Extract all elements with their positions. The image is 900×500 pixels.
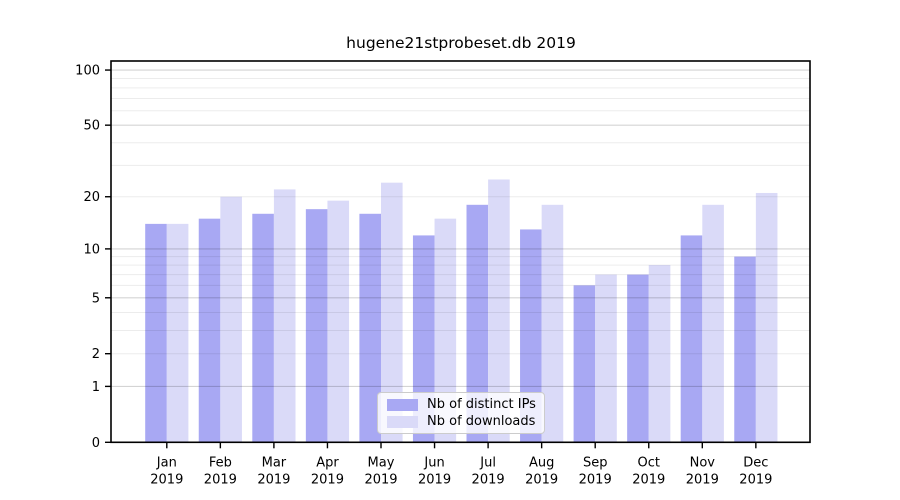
bar-downloads-sep bbox=[595, 274, 617, 443]
svg-text:Sep: Sep bbox=[583, 455, 608, 470]
svg-text:May: May bbox=[368, 455, 395, 470]
chart-title: hugene21stprobeset.db 2019 bbox=[346, 34, 576, 52]
svg-text:2019: 2019 bbox=[472, 472, 505, 487]
svg-text:2019: 2019 bbox=[525, 472, 558, 487]
bar-downloads-may bbox=[381, 182, 403, 443]
bar-downloads-mar bbox=[273, 189, 296, 443]
svg-text:Dec: Dec bbox=[743, 455, 768, 470]
svg-text:Oct: Oct bbox=[638, 455, 660, 470]
svg-text:10: 10 bbox=[83, 242, 100, 257]
bar-ips-sep bbox=[573, 285, 596, 443]
bar-downloads-oct bbox=[648, 265, 671, 443]
svg-text:0: 0 bbox=[92, 436, 100, 451]
svg-text:Jan: Jan bbox=[156, 455, 177, 470]
svg-text:2019: 2019 bbox=[686, 472, 719, 487]
bar-ips-jun bbox=[412, 235, 435, 443]
bar-ips-jul bbox=[466, 204, 489, 443]
svg-text:Apr: Apr bbox=[316, 455, 339, 470]
legend-item-downloads: Nb of downloads bbox=[387, 414, 536, 430]
svg-text:1: 1 bbox=[92, 380, 100, 395]
svg-text:50: 50 bbox=[83, 119, 100, 134]
legend-item-distinct-ips: Nb of distinct IPs bbox=[387, 397, 536, 413]
bar-downloads-dec bbox=[755, 192, 778, 443]
svg-text:2019: 2019 bbox=[632, 472, 665, 487]
bar-ips-mar bbox=[252, 213, 274, 443]
bar-ips-apr bbox=[305, 209, 328, 443]
legend: Nb of distinct IPs Nb of downloads bbox=[377, 392, 545, 434]
bar-downloads-nov bbox=[702, 204, 724, 443]
legend-swatch-downloads-icon bbox=[387, 415, 418, 428]
svg-text:Feb: Feb bbox=[209, 455, 232, 470]
svg-text:2019: 2019 bbox=[364, 472, 397, 487]
legend-label-downloads: Nb of downloads bbox=[427, 413, 536, 429]
svg-text:2019: 2019 bbox=[311, 472, 344, 487]
svg-text:Nov: Nov bbox=[690, 455, 716, 470]
svg-text:Jun: Jun bbox=[423, 455, 444, 470]
bar-downloads-feb bbox=[220, 196, 242, 443]
svg-text:2019: 2019 bbox=[150, 472, 183, 487]
svg-text:2019: 2019 bbox=[579, 472, 612, 487]
svg-text:Mar: Mar bbox=[262, 455, 287, 470]
bar-ips-oct bbox=[627, 274, 649, 443]
legend-swatch-ips-icon bbox=[387, 398, 418, 411]
bar-ips-may bbox=[359, 213, 381, 443]
bar-downloads-jun bbox=[434, 218, 457, 443]
svg-text:5: 5 bbox=[92, 291, 100, 306]
bar-downloads-apr bbox=[327, 200, 350, 443]
bar-ips-jan bbox=[145, 223, 167, 443]
svg-text:2019: 2019 bbox=[257, 472, 290, 487]
svg-text:2019: 2019 bbox=[204, 472, 237, 487]
svg-text:2019: 2019 bbox=[418, 472, 451, 487]
svg-text:2: 2 bbox=[92, 347, 100, 362]
bar-ips-dec bbox=[734, 256, 756, 443]
legend-label-ips: Nb of distinct IPs bbox=[427, 396, 536, 412]
svg-text:100: 100 bbox=[75, 64, 100, 79]
svg-text:20: 20 bbox=[83, 190, 100, 205]
svg-text:Aug: Aug bbox=[529, 455, 554, 470]
bar-ips-aug bbox=[520, 229, 542, 443]
bar-downloads-aug bbox=[541, 204, 564, 443]
bar-ips-feb bbox=[198, 218, 221, 443]
bar-downloads-jan bbox=[166, 223, 189, 443]
svg-text:Jul: Jul bbox=[479, 455, 496, 470]
bar-downloads-jul bbox=[488, 179, 510, 443]
svg-text:2019: 2019 bbox=[739, 472, 772, 487]
bar-ips-nov bbox=[680, 235, 703, 443]
